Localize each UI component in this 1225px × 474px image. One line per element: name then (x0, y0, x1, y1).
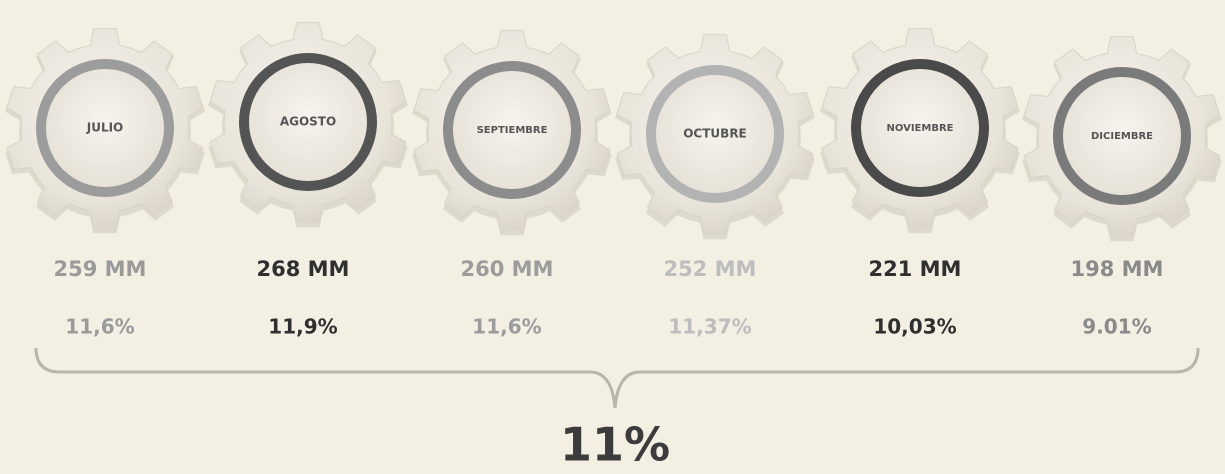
amount: 198 MM (1071, 257, 1164, 281)
amount: 221 MM (869, 257, 962, 281)
month-label: NOVIEMBRE (887, 123, 954, 134)
percent: 11,6% (65, 315, 134, 339)
month-label: JULIO (86, 121, 124, 135)
amount: 252 MM (664, 257, 757, 281)
percent: 11,6% (472, 315, 541, 339)
month-label: AGOSTO (280, 115, 336, 129)
amount: 260 MM (461, 257, 554, 281)
background (0, 0, 1225, 474)
percent: 10,03% (873, 315, 956, 339)
amount: 268 MM (257, 257, 350, 281)
month-label: OCTUBRE (683, 127, 747, 141)
page: 11% JULIO 259 MM 11,6% AGOSTO 268 MM 11,9% SEP… (0, 0, 1225, 474)
amount: 259 MM (54, 257, 147, 281)
percent: 9.01% (1082, 315, 1151, 339)
month-label: DICIEMBRE (1091, 131, 1153, 142)
total: 11% (560, 418, 670, 472)
percent: 11,9% (268, 315, 337, 339)
percent: 11,37% (668, 315, 751, 339)
infographic: 11% JULIO 259 MM 11,6% AGOSTO 268 MM 11,9% SEP… (0, 0, 1225, 474)
month-label: SEPTIEMBRE (477, 125, 548, 136)
